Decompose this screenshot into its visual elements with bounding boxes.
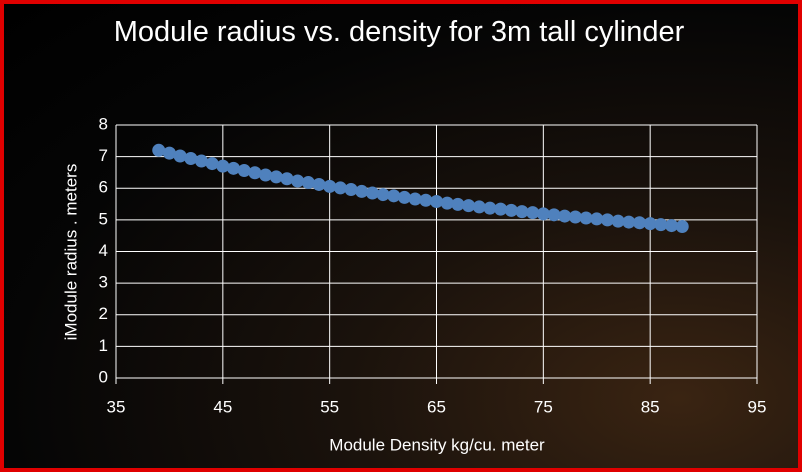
point (430, 195, 443, 209)
point (194, 154, 208, 168)
point (568, 210, 582, 224)
point (558, 209, 572, 223)
y-tick-label: 1 (99, 336, 108, 355)
x-tick-label: 45 (213, 397, 232, 416)
point (483, 201, 497, 215)
point (387, 189, 401, 203)
y-tick-label: 4 (99, 241, 108, 260)
chart-title: Module radius vs. density for 3m tall cy… (113, 16, 685, 48)
y-tick-label: 5 (99, 209, 108, 228)
point (291, 174, 305, 188)
y-tick-label: 2 (99, 304, 108, 323)
point (259, 168, 273, 182)
point (579, 211, 593, 225)
point (365, 186, 379, 200)
x-tick-label: 65 (427, 397, 446, 416)
point (216, 159, 230, 173)
point (600, 213, 614, 227)
point (536, 207, 550, 221)
point (665, 219, 679, 233)
y-tick-label: 0 (99, 367, 108, 386)
point (440, 196, 454, 210)
point (419, 193, 433, 207)
point (344, 183, 358, 197)
point (237, 164, 251, 178)
point (622, 215, 636, 229)
point (547, 208, 561, 222)
point (611, 214, 625, 228)
point (675, 220, 689, 234)
point (376, 188, 390, 202)
point (312, 177, 326, 191)
point (526, 206, 540, 220)
point (451, 197, 465, 211)
y-tick-label: 6 (99, 178, 108, 197)
point (205, 157, 219, 171)
point (504, 203, 518, 217)
y-tick-label: 3 (99, 273, 108, 292)
point (269, 170, 283, 184)
point (515, 205, 529, 219)
x-tick-label: 85 (641, 397, 660, 416)
point (184, 152, 198, 166)
point (462, 199, 476, 213)
x-tick-label: 95 (748, 397, 767, 416)
point (494, 202, 508, 216)
y-tick-label: 8 (99, 114, 108, 133)
point (162, 146, 176, 160)
point (397, 190, 411, 204)
point (323, 179, 337, 193)
x-tick-label: 55 (320, 397, 339, 416)
x-tick-label: 75 (534, 397, 553, 416)
point (632, 216, 646, 230)
point (408, 192, 422, 206)
point (643, 217, 657, 231)
point (654, 218, 668, 232)
chart: Module Density kg/cu. meter iModule radi… (61, 114, 767, 454)
point (227, 161, 241, 175)
point (301, 176, 315, 190)
x-axis-label: Module Density kg/cu. meter (329, 435, 545, 454)
y-tick-label: 7 (99, 146, 108, 165)
point (248, 166, 262, 180)
point (280, 172, 294, 186)
point (355, 184, 369, 198)
point (590, 212, 604, 226)
x-tick-label: 35 (107, 397, 126, 416)
point (173, 149, 187, 163)
y-axis-label: iModule radius . meters (61, 164, 80, 341)
point (472, 200, 486, 214)
point (152, 143, 166, 157)
point (333, 181, 347, 195)
